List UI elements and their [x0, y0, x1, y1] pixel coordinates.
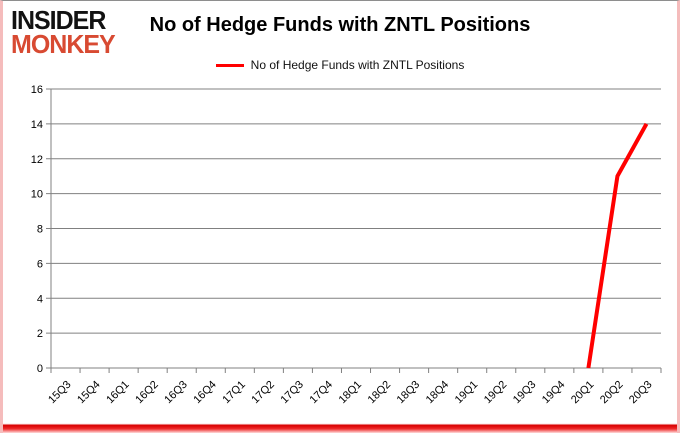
y-axis-tick-label: 6 — [37, 258, 43, 270]
chart-title: No of Hedge Funds with ZNTL Positions — [149, 14, 531, 36]
legend: No of Hedge Funds with ZNTL Positions — [3, 58, 677, 72]
y-axis-tick-label: 12 — [31, 154, 43, 166]
logo-line-monkey: MONKEY — [11, 30, 116, 60]
insider-monkey-logo: INSIDER MONKEY — [11, 5, 116, 60]
y-axis-tick-label: 10 — [31, 189, 43, 201]
x-axis-tick-label: 19Q1 — [453, 379, 481, 407]
y-axis-tick-label: 0 — [37, 363, 43, 375]
x-axis-tick-label: 20Q1 — [569, 379, 597, 407]
x-axis-tick-label: 20Q2 — [598, 379, 626, 407]
series-line — [586, 122, 649, 369]
logo-line-insider: INSIDER — [11, 5, 106, 36]
x-axis-tick-label: 16Q4 — [191, 379, 219, 407]
x-axis-tick-label: 19Q2 — [482, 379, 510, 407]
bottom-red-border — [3, 422, 677, 433]
y-axis-tick-label: 16 — [31, 84, 43, 96]
legend-label: No of Hedge Funds with ZNTL Positions — [250, 58, 465, 72]
x-axis-tick-label: 18Q1 — [337, 379, 365, 407]
x-axis-tick-label: 17Q1 — [220, 379, 248, 407]
x-axis-tick-label: 18Q4 — [424, 379, 452, 407]
x-axis-tick-label: 19Q3 — [511, 379, 539, 407]
x-axis-tick-label: 20Q3 — [627, 379, 655, 407]
x-axis-tick-label: 17Q4 — [308, 379, 336, 407]
y-axis-tick-label: 14 — [31, 119, 43, 131]
x-axis-tick-label: 19Q4 — [540, 379, 568, 407]
x-axis-tick-label: 16Q3 — [162, 379, 190, 407]
x-axis-tick-label: 17Q3 — [279, 379, 307, 407]
y-axis-tick-label: 4 — [37, 293, 43, 305]
x-axis-tick-label: 16Q2 — [133, 379, 161, 407]
legend-line-swatch — [215, 63, 244, 67]
y-axis-tick-label: 8 — [37, 224, 43, 236]
x-axis-tick-label: 15Q3 — [46, 379, 74, 407]
x-axis-tick-label: 18Q3 — [395, 379, 423, 407]
x-axis-tick-label: 15Q4 — [75, 379, 103, 407]
x-axis-tick-label: 16Q1 — [104, 379, 132, 407]
x-axis-tick-label: 18Q2 — [366, 379, 394, 407]
x-axis-tick-label: 17Q2 — [249, 379, 277, 407]
y-axis-tick-label: 2 — [37, 328, 43, 340]
